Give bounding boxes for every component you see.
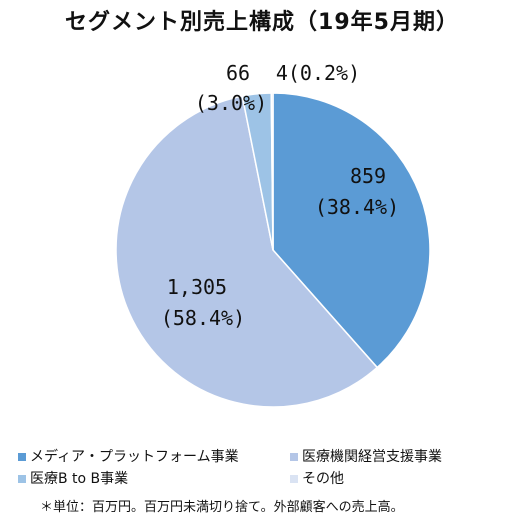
legend-item-medical-btob: 医療B to B事業 — [18, 468, 290, 490]
footnote: ＊単位：百万円。百万円未満切り捨て。外部顧客への売上高。 — [40, 500, 404, 515]
legend-label: 医療機関経営支援事業 — [302, 449, 442, 465]
data-label-percent: (38.4%) — [315, 195, 399, 219]
legend-item-other: その他 — [290, 468, 344, 490]
pie-chart: 859 (38.4%) 1,305 (58.4%) 66 (3.0%) 4(0.2%) — [115, 61, 431, 408]
data-label-value: 66 — [226, 61, 250, 85]
data-label-percent: (58.4%) — [161, 306, 245, 330]
data-label-value: 1,305 — [167, 275, 227, 299]
data-label-value: 859 — [350, 164, 386, 188]
legend-swatch — [18, 475, 26, 483]
slice-medical-management — [115, 95, 379, 408]
legend: メディア・プラットフォーム事業 医療機関経営支援事業 医療B to B事業 その… — [18, 446, 518, 490]
legend-swatch — [18, 453, 26, 461]
slice-media-platform — [272, 92, 431, 369]
legend-swatch — [290, 453, 298, 461]
legend-item-media-platform: メディア・プラットフォーム事業 — [18, 446, 290, 468]
legend-label: 医療B to B事業 — [30, 471, 129, 487]
legend-swatch — [290, 475, 298, 483]
data-label-percent: (3.0%) — [195, 91, 267, 115]
chart-title: セグメント別売上構成（19年5月期） — [65, 10, 459, 35]
legend-label: メディア・プラットフォーム事業 — [30, 449, 239, 465]
legend-label: その他 — [302, 471, 344, 487]
slice-other — [270, 92, 274, 251]
legend-item-medical-management: 医療機関経営支援事業 — [290, 446, 442, 468]
data-label-value-percent: 4(0.2%) — [276, 61, 360, 85]
